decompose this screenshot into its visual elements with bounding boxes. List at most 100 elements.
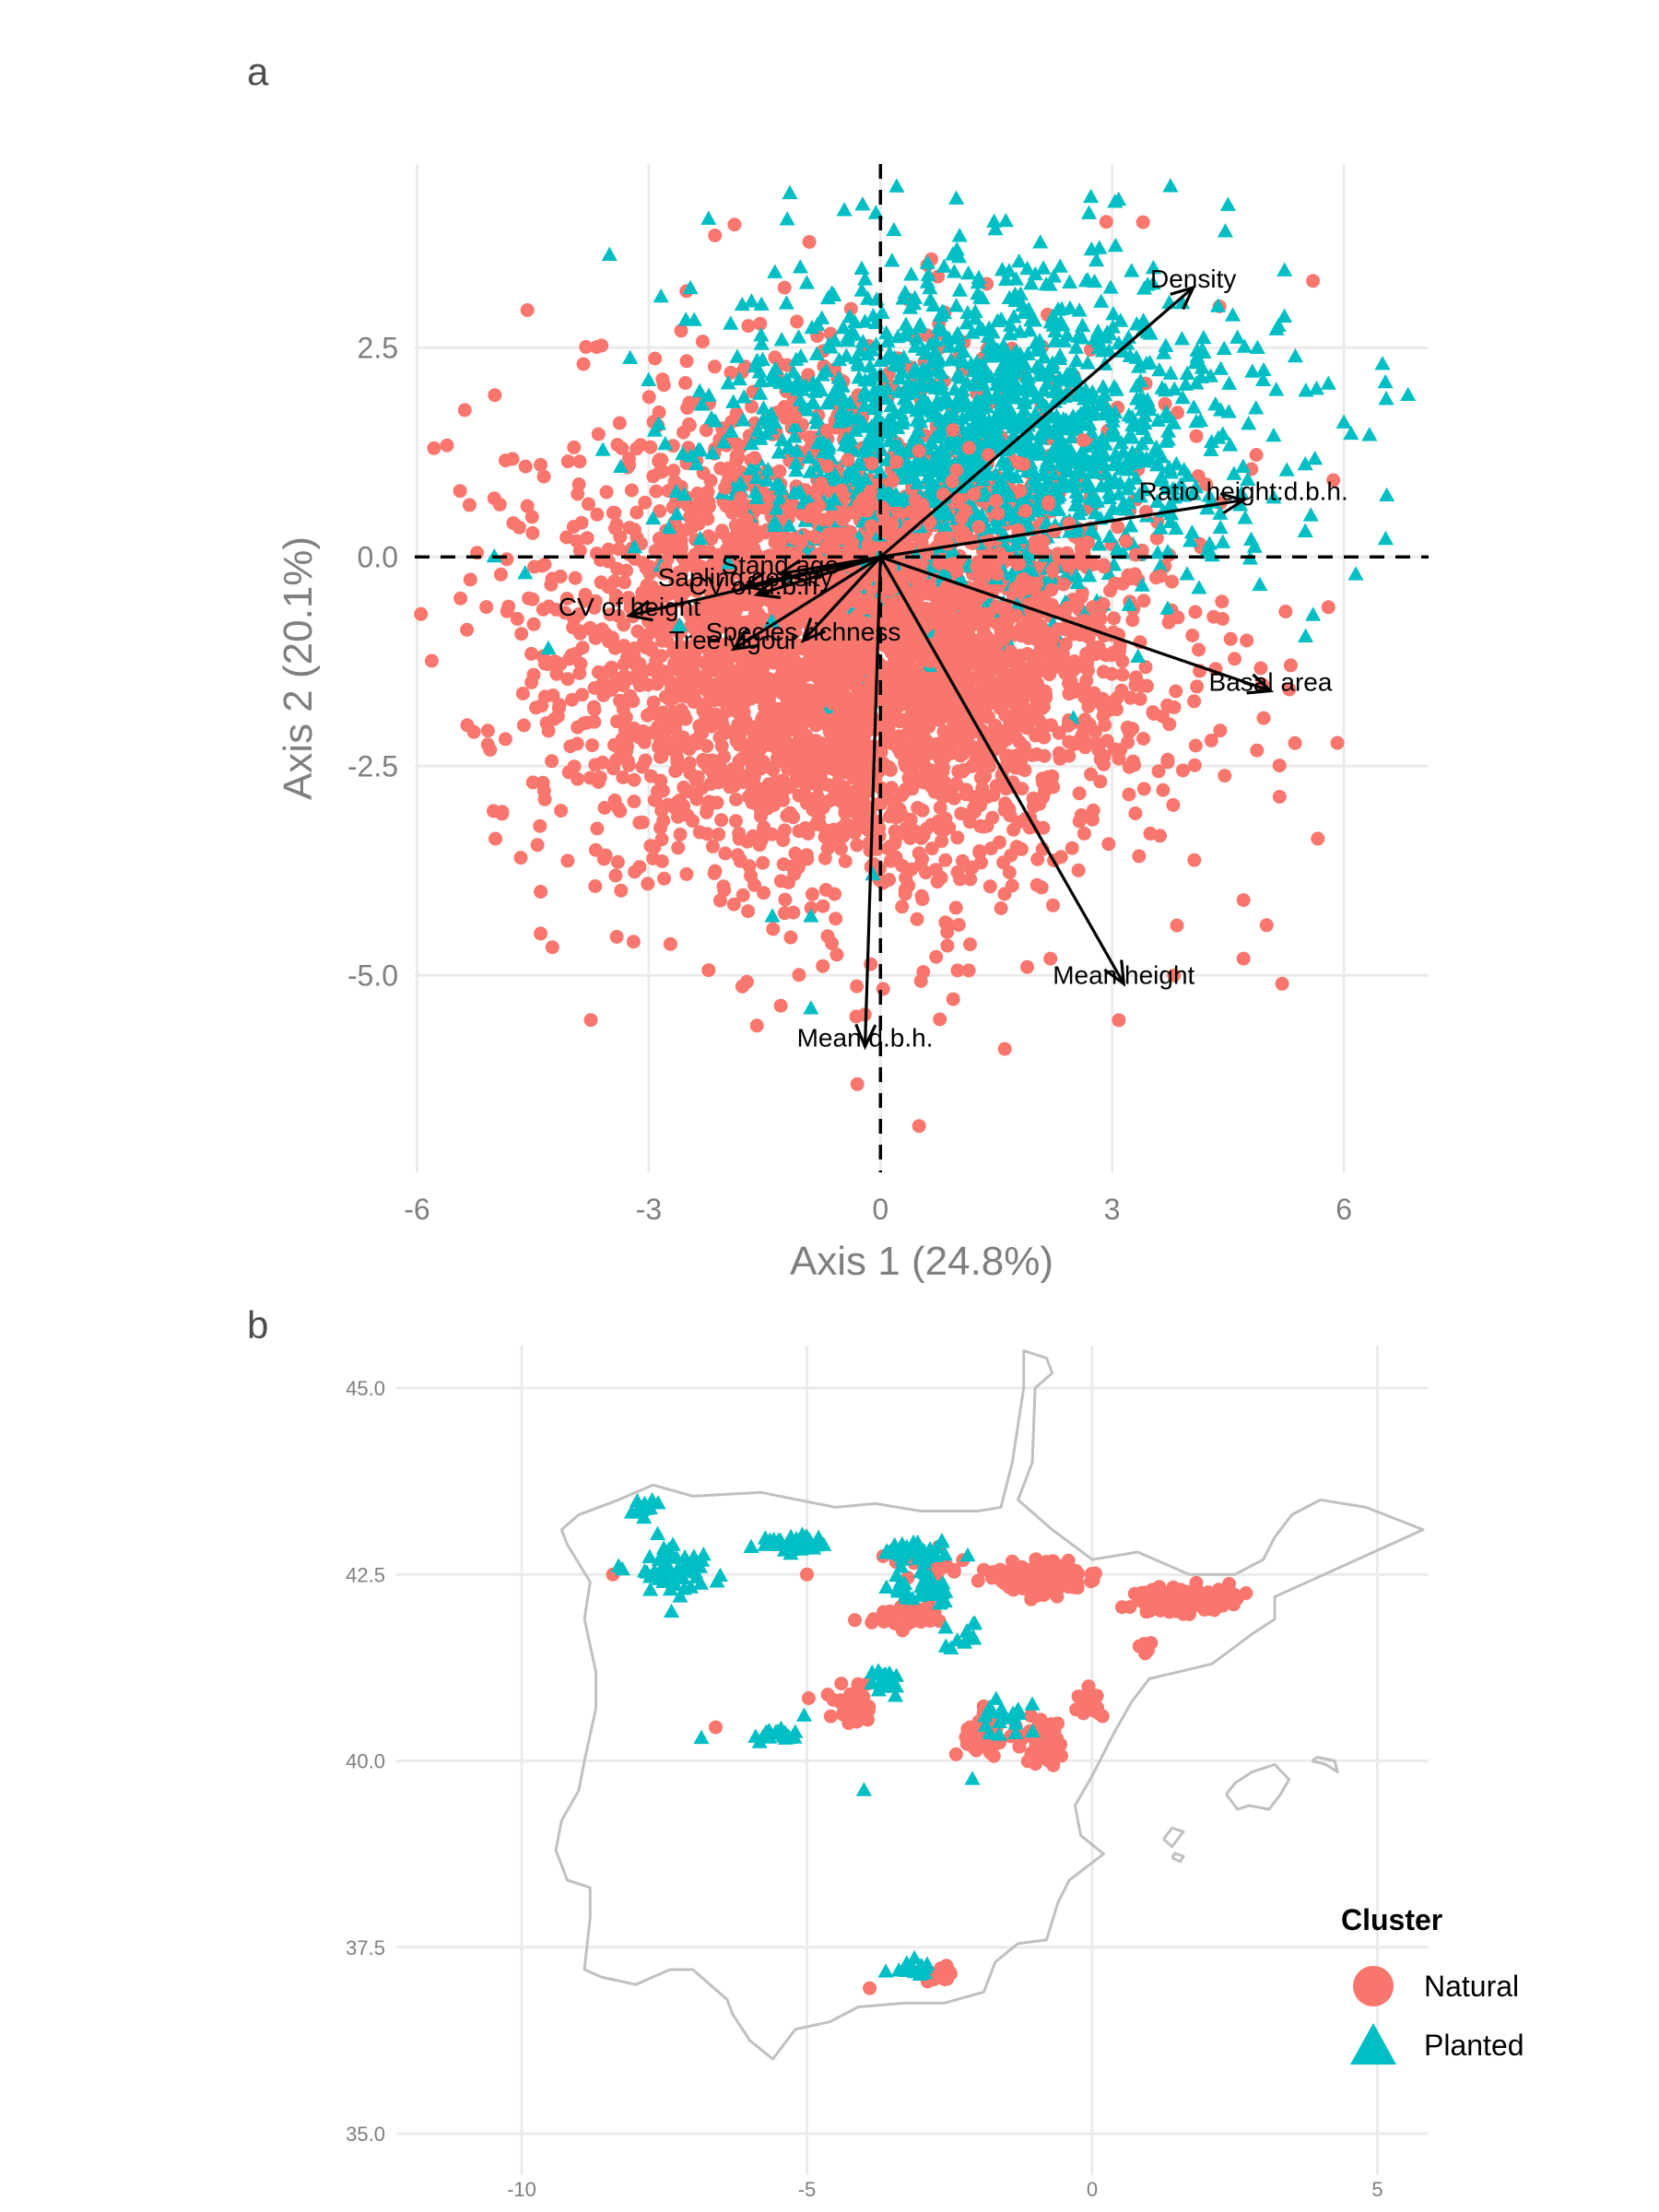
natural-point xyxy=(800,852,815,866)
planted-point xyxy=(966,457,982,473)
planted-point xyxy=(1100,565,1117,580)
planted-point xyxy=(721,555,737,570)
natural-point xyxy=(1128,677,1143,692)
natural-point xyxy=(710,795,724,810)
planted-point xyxy=(1123,518,1139,533)
planted-point xyxy=(941,338,958,353)
natural-point xyxy=(615,441,629,455)
planted-point xyxy=(1246,538,1263,553)
natural-point xyxy=(994,735,1008,748)
natural-point xyxy=(616,639,630,653)
planted-point xyxy=(990,371,1006,386)
natural-point xyxy=(1283,658,1298,673)
natural-point xyxy=(535,699,549,713)
planted-point xyxy=(1230,329,1246,344)
planted-point xyxy=(954,410,971,425)
planted-point xyxy=(959,304,976,320)
planted-point xyxy=(1136,280,1153,295)
natural-point xyxy=(963,937,977,952)
natural-point xyxy=(483,743,498,757)
natural-point xyxy=(554,804,569,818)
planted-point xyxy=(1101,528,1118,543)
natural-point xyxy=(813,796,828,811)
planted-point xyxy=(1158,404,1174,419)
planted-point xyxy=(970,367,986,382)
planted-point xyxy=(1041,276,1058,291)
planted-point xyxy=(831,351,848,367)
natural-point xyxy=(643,440,658,454)
planted-point xyxy=(753,372,770,388)
natural-point xyxy=(912,443,926,458)
planted-point xyxy=(1094,430,1111,445)
natural-point xyxy=(649,484,664,499)
planted-point xyxy=(959,315,975,330)
planted-point xyxy=(1004,565,1020,580)
planted-point xyxy=(682,279,699,295)
planted-point xyxy=(828,380,844,395)
planted-point xyxy=(700,387,717,402)
natural-point xyxy=(1192,642,1206,657)
natural-point xyxy=(700,485,715,500)
planted-point xyxy=(1078,473,1095,488)
planted-point xyxy=(1212,505,1229,520)
planted-point xyxy=(1035,260,1052,275)
planted-point xyxy=(1044,355,1061,370)
planted-point xyxy=(692,530,709,546)
planted-point xyxy=(989,480,1006,496)
natural-point xyxy=(588,594,603,608)
natural-point xyxy=(882,873,897,887)
planted-point xyxy=(733,475,749,489)
planted-point xyxy=(1152,520,1169,535)
planted-point xyxy=(1006,374,1024,389)
planted-point xyxy=(1159,600,1176,615)
natural-point xyxy=(513,851,528,865)
natural-point xyxy=(560,672,575,687)
natural-point xyxy=(522,591,536,606)
planted-point xyxy=(1201,535,1218,550)
planted-point xyxy=(1165,480,1182,496)
planted-point xyxy=(715,434,732,449)
planted-point xyxy=(1226,465,1242,480)
natural-point xyxy=(688,736,703,751)
natural-point xyxy=(682,756,697,771)
planted-point xyxy=(1195,329,1212,345)
natural-point xyxy=(620,739,634,754)
natural-point xyxy=(876,982,890,996)
natural-point xyxy=(1119,534,1134,548)
planted-point xyxy=(900,375,917,390)
natural-point xyxy=(816,899,830,913)
planted-point xyxy=(1019,367,1036,382)
planted-point xyxy=(925,297,942,312)
natural-point xyxy=(732,831,747,846)
natural-point xyxy=(898,887,912,901)
natural-point xyxy=(662,618,676,632)
planted-point xyxy=(935,394,951,408)
natural-point xyxy=(636,556,651,571)
natural-point xyxy=(567,612,582,627)
planted-point xyxy=(1049,420,1065,435)
natural-point xyxy=(621,591,636,605)
planted-point xyxy=(773,331,790,347)
natural-point xyxy=(972,845,987,860)
planted-point xyxy=(888,178,905,193)
planted-point xyxy=(641,371,657,387)
planted-point xyxy=(841,308,858,324)
planted-point xyxy=(1172,476,1189,491)
planted-point xyxy=(1215,534,1231,548)
natural-point xyxy=(1169,684,1183,699)
planted-point xyxy=(771,490,788,505)
planted-point xyxy=(951,228,968,242)
natural-point xyxy=(729,792,744,806)
planted-point xyxy=(948,298,965,312)
planted-point xyxy=(1072,457,1088,472)
planted-point xyxy=(835,319,852,335)
natural-point xyxy=(630,671,645,686)
planted-point xyxy=(748,489,765,504)
planted-point xyxy=(1011,324,1029,338)
natural-point xyxy=(933,1012,947,1027)
natural-point xyxy=(1288,735,1302,750)
planted-point xyxy=(1213,402,1230,417)
natural-point xyxy=(700,739,714,753)
natural-point xyxy=(1153,829,1168,843)
planted-point xyxy=(1052,258,1068,273)
